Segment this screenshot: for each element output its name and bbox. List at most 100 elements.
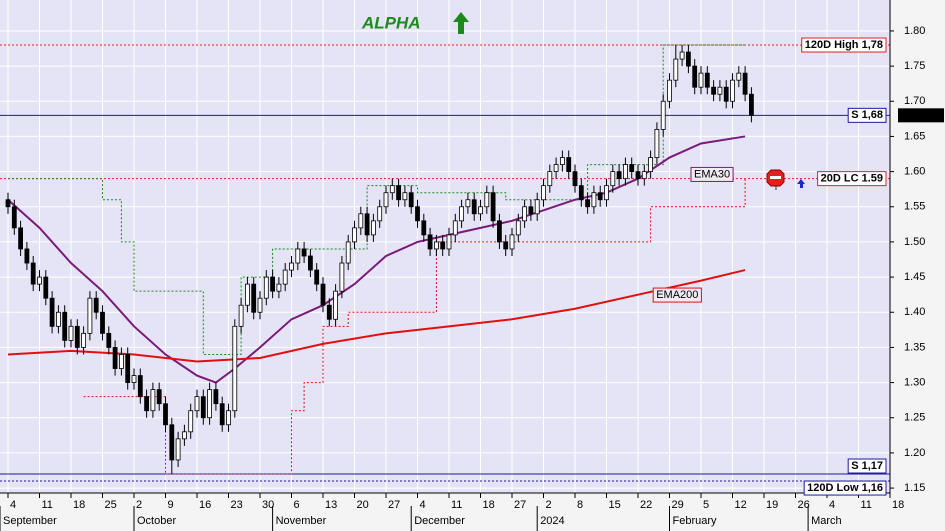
candle-body <box>24 248 30 264</box>
y-tick-label: 1.30 <box>904 376 925 388</box>
candle-body <box>560 157 565 165</box>
y-tick-label: 1.15 <box>904 482 925 494</box>
level-label-box <box>847 458 887 474</box>
candle-body <box>389 185 395 194</box>
candle-body <box>654 129 660 158</box>
candle-body <box>723 86 729 102</box>
candle-body <box>352 227 357 243</box>
candle-body <box>749 93 754 116</box>
candle-body <box>219 403 225 426</box>
candle-body <box>364 213 370 236</box>
candle-body <box>421 220 427 236</box>
signal-arrow-icon <box>797 179 805 188</box>
level-label: 120D Low 1,16 <box>807 482 883 494</box>
level-label: S 1,68 <box>851 109 883 121</box>
candle-body <box>396 185 402 201</box>
candle-body <box>144 396 150 412</box>
candle-body <box>137 375 143 398</box>
month-label: 2024 <box>540 515 564 527</box>
y-tick-label: 1.75 <box>904 60 925 72</box>
candle-body <box>604 185 609 201</box>
candle-body <box>635 171 641 180</box>
x-tick-label: 18 <box>892 499 904 511</box>
candle-body <box>704 72 710 88</box>
candle-body <box>345 241 351 264</box>
candle-body <box>150 389 156 412</box>
x-tick-label: 25 <box>105 499 117 511</box>
candle-body <box>452 220 458 236</box>
candle-body <box>402 192 408 201</box>
candle-body <box>308 255 313 271</box>
candle-body <box>648 157 654 173</box>
candle-body <box>377 206 383 222</box>
x-axis-background <box>0 493 890 531</box>
month-label: September <box>3 515 57 527</box>
x-tick-label: 2 <box>136 499 142 511</box>
x-tick-label: 29 <box>672 499 684 511</box>
candle-body <box>383 192 389 208</box>
candle-body <box>673 58 679 81</box>
candle-body <box>623 164 628 180</box>
x-tick-label: 30 <box>262 499 274 511</box>
y-tick-label: 1.55 <box>904 201 925 213</box>
y-tick-label: 1.50 <box>904 236 925 248</box>
x-tick-label: 18 <box>483 499 495 511</box>
candle-body <box>125 354 131 383</box>
chart-title: ALPHA <box>361 13 421 32</box>
candle-body <box>446 234 452 250</box>
candle-body <box>497 220 502 243</box>
last-price-box <box>898 108 944 123</box>
candle-body <box>717 86 723 95</box>
y-tick-label: 1.65 <box>904 130 925 142</box>
month-label: February <box>673 515 718 527</box>
candle-body <box>175 438 181 461</box>
candle-body <box>434 241 439 250</box>
candle-body <box>736 72 742 81</box>
candle-body <box>660 100 666 130</box>
candle-body <box>534 199 540 215</box>
candle-body <box>572 171 578 187</box>
level-label: 20D LC 1.59 <box>821 173 883 185</box>
x-tick-label: 11 <box>42 499 53 511</box>
candle-body <box>629 164 635 173</box>
candle-body <box>163 403 168 426</box>
candle-body <box>333 290 339 320</box>
x-tick-label: 12 <box>735 499 747 511</box>
candle-body <box>742 72 748 95</box>
candle-body <box>692 65 698 88</box>
candle-body <box>74 325 80 348</box>
candle-body <box>459 206 465 222</box>
month-label: March <box>811 515 842 527</box>
y-tick-label: 1.35 <box>904 341 925 353</box>
up-arrow-icon <box>453 12 469 34</box>
candle-body <box>528 206 534 215</box>
candle-body <box>509 234 515 250</box>
candle-body <box>100 311 105 334</box>
candle-body <box>112 347 118 369</box>
candle-body <box>62 311 68 341</box>
x-tick-label: 23 <box>231 499 243 511</box>
x-tick-label: 18 <box>73 499 85 511</box>
x-tick-label: 16 <box>199 499 211 511</box>
y-tick-label: 1.20 <box>904 447 925 459</box>
candle-body <box>131 375 137 383</box>
x-tick-label: 6 <box>294 499 300 511</box>
candle-body <box>182 431 187 440</box>
candle-body <box>263 276 269 299</box>
candle-body <box>81 332 87 348</box>
stop-line <box>8 44 746 355</box>
level-label: S 1,17 <box>851 460 883 472</box>
candle-body <box>251 283 257 313</box>
overlay-label-box <box>690 166 734 182</box>
moving-average-line <box>7 269 746 363</box>
candle-body <box>56 311 61 327</box>
candle-body <box>730 79 735 102</box>
candle-body <box>226 410 231 426</box>
candle-body <box>667 79 672 102</box>
y-tick-label: 1.25 <box>904 412 925 424</box>
candle-body <box>515 220 521 236</box>
candle-body <box>238 304 244 327</box>
x-tick-label: 4 <box>829 499 835 511</box>
candle-body <box>440 241 446 250</box>
